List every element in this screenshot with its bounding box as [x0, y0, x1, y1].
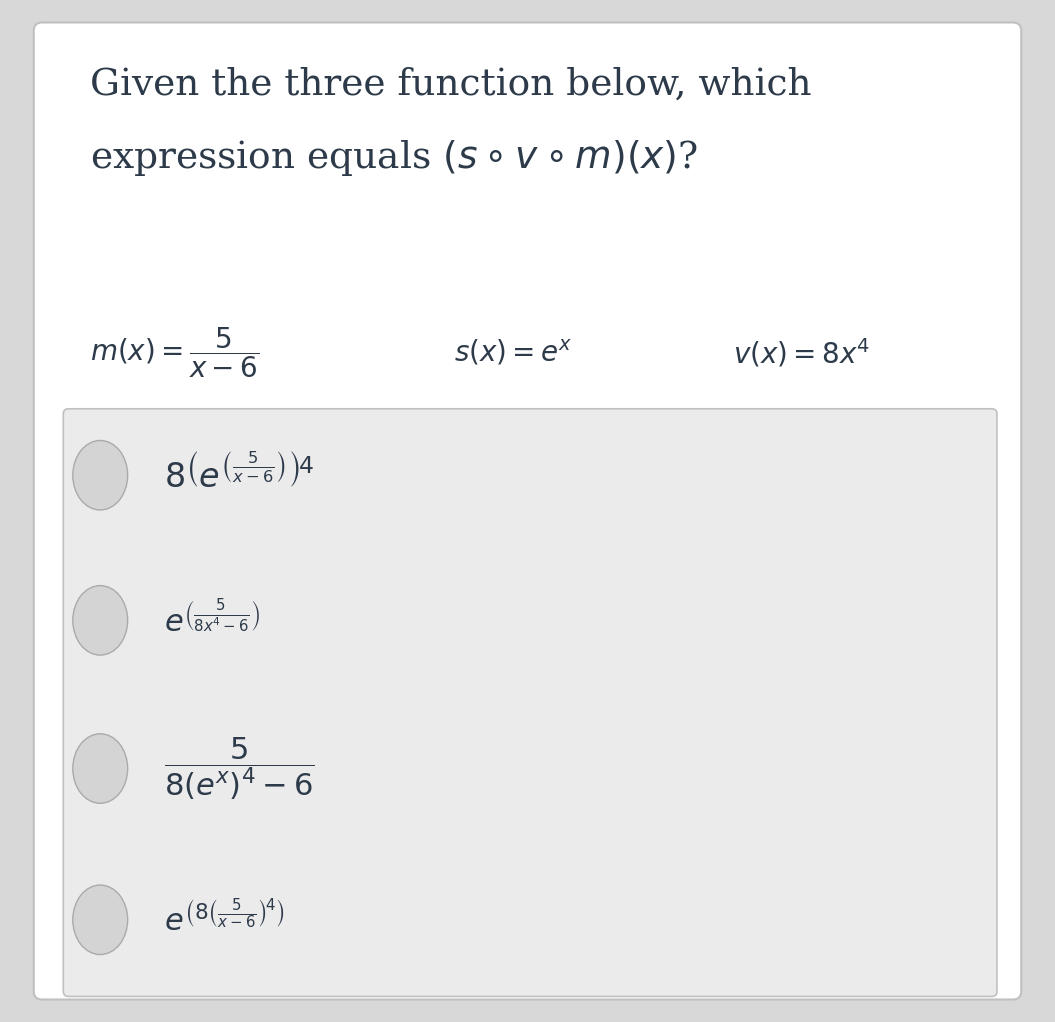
Text: $\dfrac{5}{8(e^x)^4-6}$: $\dfrac{5}{8(e^x)^4-6}$: [164, 735, 314, 802]
Ellipse shape: [73, 440, 128, 510]
Text: expression equals $(s \circ v \circ m)(x)$?: expression equals $(s \circ v \circ m)(x…: [90, 138, 697, 178]
FancyBboxPatch shape: [34, 22, 1021, 1000]
Text: $s(x) = e^x$: $s(x) = e^x$: [454, 338, 572, 367]
Ellipse shape: [73, 734, 128, 803]
Text: $8\left(e^{\left(\frac{5}{x-6}\right)}\right)^{\!4}$: $8\left(e^{\left(\frac{5}{x-6}\right)}\r…: [164, 455, 313, 496]
Text: $m(x) = \dfrac{5}{x-6}$: $m(x) = \dfrac{5}{x-6}$: [90, 325, 258, 380]
Text: Given the three function below, which: Given the three function below, which: [90, 66, 811, 102]
Ellipse shape: [73, 885, 128, 955]
Text: $v(x) = 8x^4$: $v(x) = 8x^4$: [733, 336, 870, 369]
Text: $e^{\left(8\left(\frac{5}{x-6}\right)^{\!4}\right)}$: $e^{\left(8\left(\frac{5}{x-6}\right)^{\…: [164, 900, 284, 939]
Text: $e^{\left(\frac{5}{8x^4-6}\right)}$: $e^{\left(\frac{5}{8x^4-6}\right)}$: [164, 601, 260, 640]
FancyBboxPatch shape: [63, 409, 997, 996]
Ellipse shape: [73, 586, 128, 655]
